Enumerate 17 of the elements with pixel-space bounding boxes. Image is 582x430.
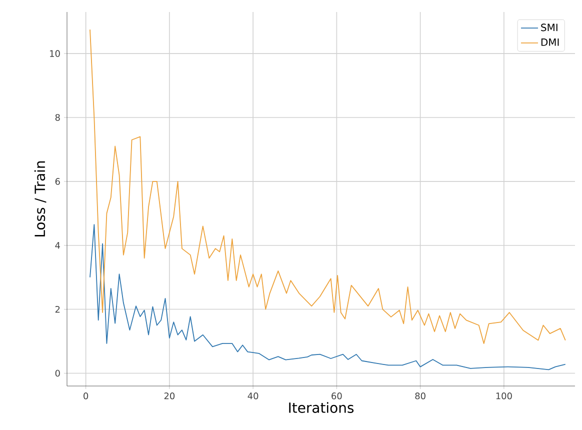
- y-tick-label: 10: [50, 50, 60, 57]
- x-tick-label: 0: [84, 392, 88, 400]
- x-tick-label: 60: [332, 392, 342, 400]
- x-tick-label: 80: [415, 392, 426, 400]
- y-tick-label: 8: [55, 114, 60, 121]
- y-tick-label: 4: [55, 242, 60, 249]
- x-tick-label: 40: [248, 392, 258, 400]
- y-tick-label: 0: [55, 370, 60, 377]
- y-tick-label: 2: [55, 306, 60, 313]
- legend-label: SMI: [541, 24, 558, 32]
- legend-label: DMI: [541, 38, 559, 46]
- x-tick-label: 100: [496, 392, 512, 400]
- x-axis-title: Iterations: [289, 402, 354, 413]
- y-axis-title: Loss / Train: [34, 161, 46, 236]
- y-tick-label: 6: [55, 178, 60, 185]
- x-tick-label: 20: [164, 392, 175, 400]
- line-series: [90, 224, 566, 370]
